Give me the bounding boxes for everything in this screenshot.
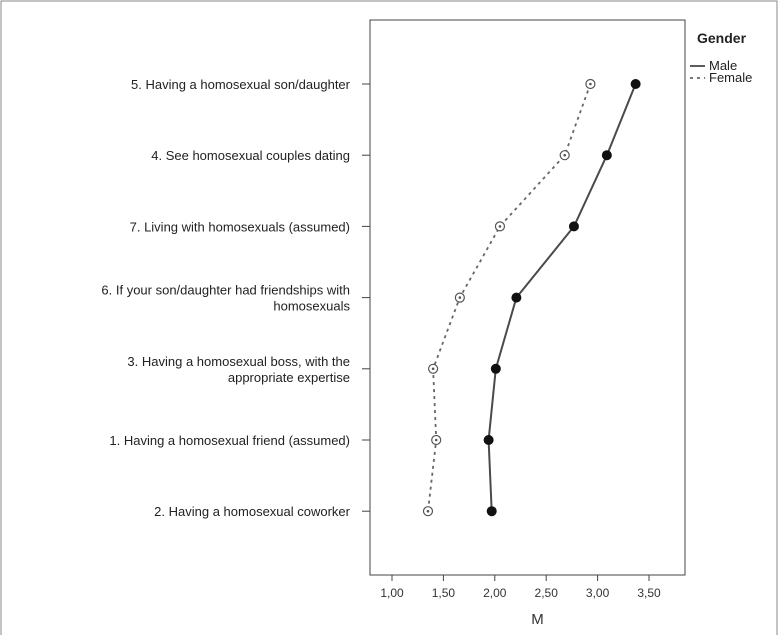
category-label: 3. Having a homosexual boss, with the app… [127, 354, 350, 385]
data-point-female [559, 150, 570, 161]
data-point-female [422, 506, 434, 517]
legend: Gender Male Female [690, 30, 752, 85]
category-label: 7. Living with homosexuals (assumed) [130, 219, 350, 234]
data-point-dot [589, 82, 592, 86]
data-point-male [630, 79, 641, 89]
series-line-male [487, 83, 637, 512]
x-axis-ticks [391, 575, 650, 581]
data-point-female [494, 221, 506, 232]
data-point-female [428, 363, 439, 374]
category-label-line: homosexuals [273, 299, 350, 314]
x-tick-label: 3,00 [586, 586, 610, 600]
data-point-dot [458, 296, 462, 299]
data-point-male [568, 221, 579, 232]
category-label: 1. Having a homosexual friend (assumed) [109, 433, 350, 448]
x-tick-label: 3,50 [637, 586, 661, 600]
x-tick-label: 2,50 [535, 586, 559, 600]
data-point-dot [498, 225, 502, 228]
x-tick-label: 2,00 [483, 586, 507, 600]
data-point-dot [563, 153, 567, 157]
category-label: 5. Having a homosexual son/daughter [131, 77, 351, 92]
data-point-male [511, 292, 522, 303]
x-axis-tick-labels: 1,00 1,50 2,00 2,50 3,00 3,50 [380, 586, 661, 600]
data-point-male [490, 363, 501, 374]
data-point-dot [426, 509, 430, 513]
legend-title: Gender [697, 30, 747, 46]
category-label-line: 6. If your son/daughter had friendships … [101, 283, 350, 298]
data-point-male [601, 150, 612, 161]
x-tick-label: 1,00 [380, 586, 404, 600]
data-point-dot [431, 367, 435, 371]
data-point-female [431, 434, 442, 446]
data-point-male [486, 506, 497, 517]
plot-area [369, 19, 686, 576]
category-label: 6. If your son/daughter had friendships … [101, 283, 350, 314]
category-ticks [362, 83, 370, 512]
series-points [422, 78, 641, 517]
legend-label-female: Female [709, 70, 752, 85]
series-line-female [427, 83, 592, 512]
category-label: 2. Having a homosexual coworker [154, 504, 350, 519]
x-axis-title: M [531, 611, 544, 628]
data-point-female [454, 292, 465, 303]
x-tick-label: 1,50 [432, 586, 456, 600]
legend-label-male: Male [709, 58, 737, 73]
category-label-line: appropriate expertise [228, 370, 350, 385]
data-point-dot [434, 438, 438, 442]
category-label: 4. See homosexual couples dating [151, 148, 350, 163]
data-point-male [483, 435, 494, 445]
category-labels: 5. Having a homosexual son/daughter 4. Se… [101, 77, 350, 519]
category-label-line: 3. Having a homosexual boss, with the [127, 354, 350, 369]
data-point-female [585, 78, 596, 90]
